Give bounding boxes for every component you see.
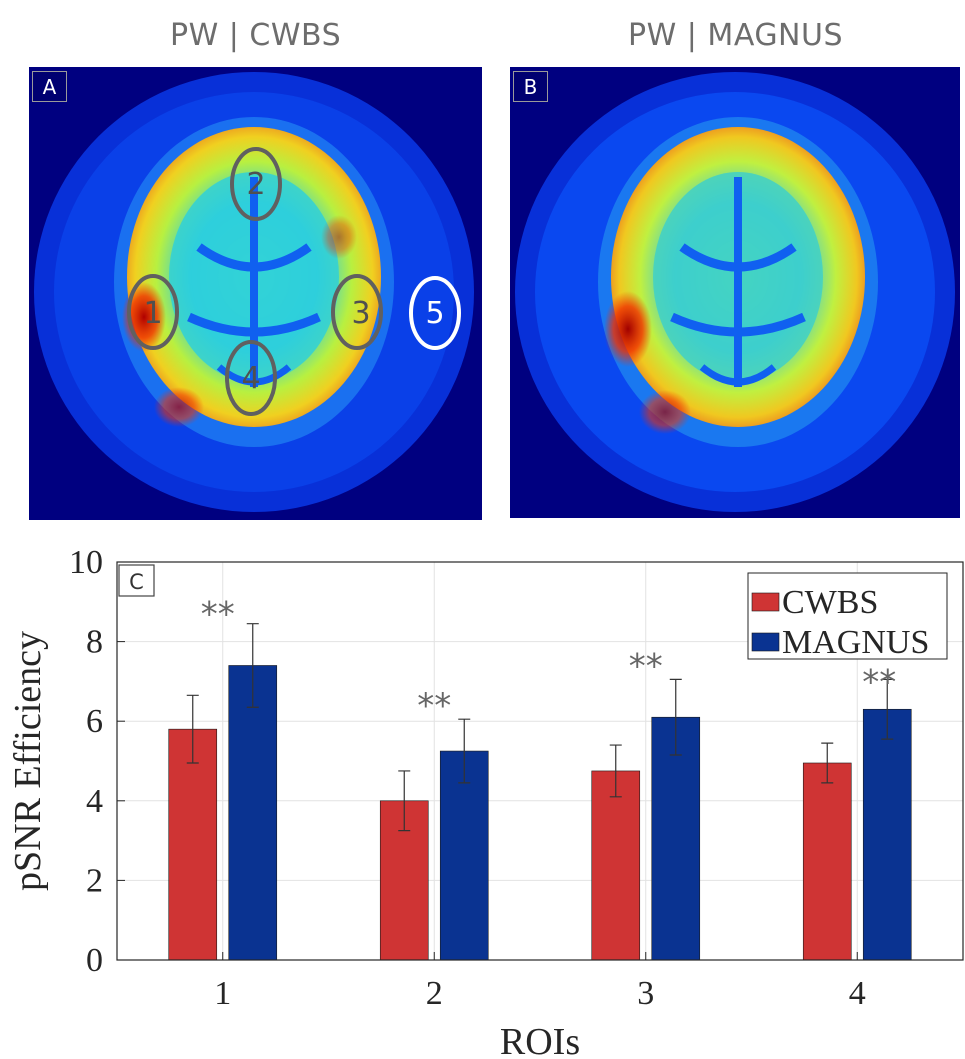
errorbar-cwbs-roi-2 (398, 770, 411, 832)
y-tick-label-0: 0 (86, 942, 103, 979)
scan-image-magnus: B (510, 67, 960, 518)
bar-cwbs-roi-1 (168, 728, 218, 961)
errorbar-cwbs-roi-3 (609, 744, 622, 798)
y-tick-label-1: 2 (86, 862, 103, 899)
legend-label-magnus: MAGNUS (782, 624, 929, 661)
x-tick-label-2: 3 (637, 975, 654, 1012)
x-axis-label: ROIs (500, 1021, 580, 1059)
panel-b-letter: B (513, 71, 548, 102)
axes-frame (116, 561, 964, 961)
y-tick-label-2: 4 (86, 783, 103, 820)
bar-cwbs-roi-4 (802, 762, 852, 961)
significance-marker-roi-1: ** (201, 595, 235, 635)
errorbar-magnus-roi-4 (881, 678, 894, 740)
roi-5-marker: 5 (409, 276, 461, 350)
x-tick-label-0: 1 (214, 975, 231, 1012)
roi-1-label: 1 (143, 296, 162, 331)
errorbar-cwbs-roi-4 (821, 742, 834, 784)
roi-1-marker: 1 (127, 274, 179, 350)
y-tick-label-4: 8 (86, 624, 103, 661)
errorbar-magnus-roi-2 (458, 718, 471, 784)
roi-2-marker: 2 (230, 147, 282, 221)
roi-4-marker: 4 (225, 340, 277, 416)
scan-image-cwbs: A 1 2 3 4 5 (29, 67, 482, 520)
roi-2-label: 2 (246, 167, 265, 202)
legend-swatch-cwbs (751, 592, 780, 612)
significance-marker-roi-4: ** (862, 662, 896, 702)
roi-4-label: 4 (241, 361, 260, 396)
significance-marker-roi-3: ** (629, 646, 663, 686)
bar-chart-panel: ** ** ** ** 0 2 4 6 8 10 1 2 3 4 ROIs pSNR Efficiency C C… (0, 540, 965, 1059)
panel-c-letter: C (129, 570, 144, 594)
x-tick-label-3: 4 (849, 975, 866, 1012)
roi-5-label: 5 (425, 296, 444, 331)
bar-magnus-roi-2 (439, 750, 489, 961)
panel-b-title: PW | MAGNUS (628, 18, 844, 53)
legend-box (747, 572, 948, 660)
bar-magnus-roi-1 (228, 665, 278, 961)
y-axis-label: pSNR Efficiency (7, 631, 49, 891)
significance-marker-roi-2: ** (417, 686, 451, 726)
panel-a-letter: A (32, 71, 67, 102)
legend-label-cwbs: CWBS (782, 584, 878, 621)
roi-3-label: 3 (351, 296, 370, 331)
roi-3-marker: 3 (331, 274, 383, 350)
panel-c-letter-box (118, 564, 155, 597)
errorbar-cwbs-roi-1 (186, 694, 199, 764)
bar-magnus-roi-4 (862, 708, 912, 961)
bar-cwbs-roi-3 (591, 770, 641, 961)
legend-swatch-magnus (751, 632, 780, 652)
bar-magnus-roi-3 (651, 716, 701, 961)
errorbar-magnus-roi-1 (246, 623, 259, 708)
panel-a-title: PW | CWBS (170, 18, 342, 53)
x-tick-label-1: 2 (426, 975, 443, 1012)
y-tick-label-5: 10 (69, 544, 103, 581)
y-tick-label-3: 6 (86, 703, 103, 740)
errorbar-magnus-roi-3 (669, 678, 682, 756)
